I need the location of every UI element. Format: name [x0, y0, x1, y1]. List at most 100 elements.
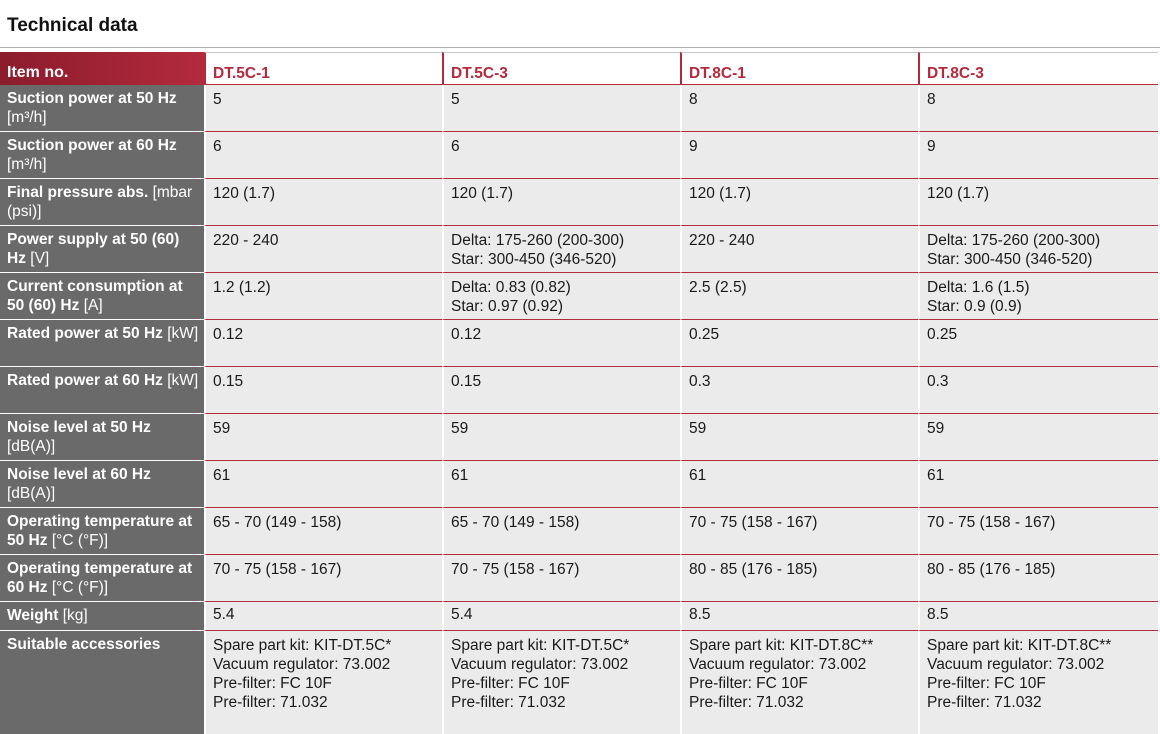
cell-line: 61	[451, 467, 469, 484]
row-label: Suitable accessories	[0, 631, 204, 734]
row-label: Noise level at 60 Hz [dB(A)]	[0, 461, 204, 508]
row-label: Operating temperature at 50 Hz [°C (°F)]	[0, 508, 204, 555]
value-cell: Delta: 175-260 (200-300) Star: 300-450 (3…	[918, 226, 1158, 273]
cell-line: Star: 0.9 (0.9)	[927, 298, 1022, 315]
cell-line: Star: 300-450 (346-520)	[451, 251, 617, 268]
cell-line: Star: 300-450 (346-520)	[927, 251, 1093, 268]
cell-line: 80 - 85 (176 - 185)	[689, 561, 818, 578]
table-row: Rated power at 60 Hz [kW] 0.15 0.15 0.3 0.3	[0, 367, 1158, 414]
cell-line: 5	[213, 91, 222, 108]
value-cell: 80 - 85 (176 - 185)	[918, 555, 1158, 602]
cell-line: Pre-filter: 71.032	[689, 694, 804, 711]
cell-line: 120 (1.7)	[689, 185, 752, 202]
value-cell: 6	[442, 132, 680, 179]
value-cell: Delta: 0.83 (0.82) Star: 0.97 (0.92)	[442, 273, 680, 320]
cell-line: 80 - 85 (176 - 185)	[927, 561, 1056, 578]
cell-line: Vacuum regulator: 73.002	[927, 656, 1105, 673]
cell-line: Pre-filter: FC 10F	[213, 675, 332, 692]
cell-line: 61	[927, 467, 945, 484]
value-cell: 61	[680, 461, 918, 508]
value-cell: 70 - 75 (158 - 167)	[918, 508, 1158, 555]
cell-line: Spare part kit: KIT-DT.5C*	[213, 637, 392, 654]
value-cell: 1.2 (1.2)	[204, 273, 442, 320]
cell-line: Spare part kit: KIT-DT.5C*	[451, 637, 630, 654]
cell-line: 5.4	[213, 606, 235, 623]
row-label-text: Final pressure abs.	[7, 184, 149, 201]
value-cell: 5	[442, 85, 680, 132]
cell-line: 59	[689, 420, 707, 437]
cell-line: 120 (1.7)	[213, 185, 276, 202]
value-cell: Delta: 1.6 (1.5) Star: 0.9 (0.9)	[918, 273, 1158, 320]
cell-line: 59	[927, 420, 945, 437]
value-cell: 0.15	[442, 367, 680, 414]
cell-line: Pre-filter: 71.032	[451, 694, 566, 711]
cell-line: Delta: 0.83 (0.82)	[451, 279, 571, 296]
value-cell: 70 - 75 (158 - 167)	[680, 508, 918, 555]
cell-line: Spare part kit: KIT-DT.8C**	[689, 637, 874, 654]
cell-line: Vacuum regulator: 73.002	[451, 656, 629, 673]
row-label: Noise level at 50 Hz [dB(A)]	[0, 414, 204, 461]
row-unit: [kW]	[167, 372, 199, 389]
row-unit: [dB(A)]	[7, 438, 56, 455]
cell-line: 0.25	[927, 326, 958, 343]
value-cell: 61	[918, 461, 1158, 508]
cell-line: Delta: 175-260 (200-300)	[927, 232, 1101, 249]
cell-line: 120 (1.7)	[927, 185, 990, 202]
row-label-text: Noise level at 60 Hz	[7, 466, 151, 483]
value-cell: 80 - 85 (176 - 185)	[680, 555, 918, 602]
row-unit: [A]	[83, 297, 103, 314]
value-cell: 120 (1.7)	[680, 179, 918, 226]
value-cell: 59	[442, 414, 680, 461]
cell-line: 70 - 75 (158 - 167)	[689, 514, 818, 531]
value-cell: 0.12	[204, 320, 442, 367]
row-label-text: Weight	[7, 607, 59, 624]
value-cell: 0.25	[918, 320, 1158, 367]
technical-data-table: Item no. DT.5C-1 DT.5C-3 DT.8C-1 DT.8C-3…	[0, 52, 1158, 734]
table-row: Suction power at 60 Hz [m³/h] 6 6 9 9	[0, 132, 1158, 179]
model-header-dt5c-1: DT.5C-1	[204, 52, 442, 85]
row-label-text: Operating temperature at 50 Hz	[7, 513, 193, 549]
value-cell: 70 - 75 (158 - 167)	[442, 555, 680, 602]
cell-line: Star: 0.97 (0.92)	[451, 298, 564, 315]
value-cell: 61	[442, 461, 680, 508]
cell-line: 61	[213, 467, 231, 484]
table-row: Operating temperature at 60 Hz [°C (°F)]…	[0, 555, 1158, 602]
cell-line: 5	[451, 91, 460, 108]
title-bar: Technical data	[0, 0, 1160, 48]
cell-line: 120 (1.7)	[451, 185, 514, 202]
cell-line: Vacuum regulator: 73.002	[213, 656, 391, 673]
table-row: Rated power at 50 Hz [kW] 0.12 0.12 0.25 0.2…	[0, 320, 1158, 367]
value-cell: 0.3	[918, 367, 1158, 414]
cell-line: 8.5	[927, 606, 949, 623]
row-label: Rated power at 50 Hz [kW]	[0, 320, 204, 367]
value-cell: 120 (1.7)	[918, 179, 1158, 226]
value-cell: 65 - 70 (149 - 158)	[204, 508, 442, 555]
cell-line: Pre-filter: FC 10F	[451, 675, 570, 692]
cell-line: 0.15	[213, 373, 244, 390]
value-cell: Delta: 175-260 (200-300) Star: 300-450 (3…	[442, 226, 680, 273]
cell-line: Delta: 175-260 (200-300)	[451, 232, 625, 249]
value-cell: 61	[204, 461, 442, 508]
value-cell: 0.3	[680, 367, 918, 414]
cell-line: 6	[451, 138, 460, 155]
page-title: Technical data	[7, 15, 138, 36]
value-cell: Spare part kit: KIT-DT.8C** Vacuum regula…	[680, 631, 918, 734]
row-unit: [m³/h]	[7, 156, 47, 173]
row-label: Weight [kg]	[0, 602, 204, 631]
cell-line: 0.3	[927, 373, 949, 390]
row-unit: [mbar (psi)]	[7, 184, 193, 220]
value-cell: 8	[918, 85, 1158, 132]
row-label-text: Noise level at 50 Hz	[7, 419, 151, 436]
value-cell: 120 (1.7)	[204, 179, 442, 226]
value-cell: 0.15	[204, 367, 442, 414]
row-unit: [kg]	[62, 607, 88, 624]
row-unit: [V]	[30, 250, 50, 267]
row-label: Rated power at 60 Hz [kW]	[0, 367, 204, 414]
model-header-dt8c-1: DT.8C-1	[680, 52, 918, 85]
header-row: Item no. DT.5C-1 DT.5C-3 DT.8C-1 DT.8C-3	[0, 52, 1158, 85]
value-cell: 9	[918, 132, 1158, 179]
cell-line: 8	[927, 91, 936, 108]
cell-line: 5.4	[451, 606, 473, 623]
cell-line: 8.5	[689, 606, 711, 623]
value-cell: 65 - 70 (149 - 158)	[442, 508, 680, 555]
